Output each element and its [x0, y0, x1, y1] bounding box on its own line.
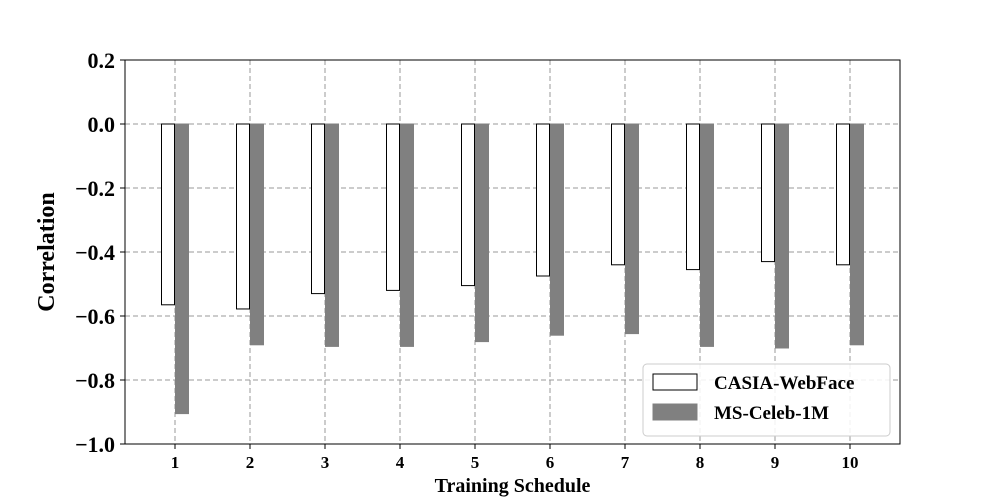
y-tick-label: −0.4 — [75, 240, 115, 265]
bar-casia-webface-8 — [686, 123, 700, 271]
legend-label: MS-Celeb-1M — [714, 403, 829, 424]
x-tick-label: 9 — [771, 453, 780, 472]
x-tick-label: 10 — [842, 453, 859, 472]
x-tick-label: 1 — [171, 453, 180, 472]
bar-ms-celeb-1m-2 — [250, 123, 264, 346]
bar-casia-webface-2 — [236, 123, 250, 310]
bar-ms-celeb-1m-6 — [550, 123, 564, 336]
bar-ms-celeb-1m-8 — [700, 123, 714, 347]
x-tick-label: 4 — [396, 453, 405, 472]
x-tick-label: 5 — [471, 453, 480, 472]
bar-casia-webface-5 — [461, 123, 475, 287]
y-tick-label: 0.2 — [88, 48, 116, 73]
legend-label: CASIA-WebFace — [714, 373, 854, 394]
bar-ms-celeb-1m-10 — [850, 123, 864, 346]
legend: CASIA-WebFace MS-Celeb-1M — [642, 363, 891, 437]
legend-swatch — [652, 403, 698, 421]
bar-casia-webface-9 — [761, 123, 775, 263]
y-tick-label: −1.0 — [75, 432, 115, 457]
y-axis: 0.2 0.0 −0.2 −0.4 −0.6 −0.8 −1.0 — [75, 48, 125, 457]
bars — [161, 123, 864, 415]
bar-ms-celeb-1m-9 — [775, 123, 789, 349]
y-axis-title: Correlation — [34, 192, 60, 312]
y-tick-label: −0.2 — [75, 176, 115, 201]
bar-ms-celeb-1m-4 — [400, 123, 414, 347]
x-tick-label: 3 — [321, 453, 330, 472]
bar-ms-celeb-1m-7 — [625, 123, 639, 335]
x-tick-label: 6 — [546, 453, 555, 472]
bar-ms-celeb-1m-1 — [175, 123, 189, 415]
x-axis-title: Training Schedule — [435, 475, 591, 497]
bar-casia-webface-10 — [836, 123, 850, 266]
bar-casia-webface-6 — [536, 123, 550, 277]
bar-casia-webface-4 — [386, 123, 400, 291]
x-axis: 1 2 3 4 5 6 7 8 9 10 — [171, 444, 859, 472]
y-tick-label: −0.6 — [75, 304, 115, 329]
bar-casia-webface-1 — [161, 123, 175, 306]
bar-casia-webface-3 — [311, 123, 325, 295]
bar-casia-webface-7 — [611, 123, 625, 266]
legend-swatch — [652, 373, 698, 391]
x-tick-label: 2 — [246, 453, 255, 472]
bar-ms-celeb-1m-5 — [475, 123, 489, 343]
y-tick-label: 0.0 — [88, 112, 116, 137]
x-tick-label: 7 — [621, 453, 630, 472]
x-tick-label: 8 — [696, 453, 705, 472]
y-tick-label: −0.8 — [75, 368, 115, 393]
legend-box — [642, 363, 891, 437]
bar-ms-celeb-1m-3 — [325, 123, 339, 347]
